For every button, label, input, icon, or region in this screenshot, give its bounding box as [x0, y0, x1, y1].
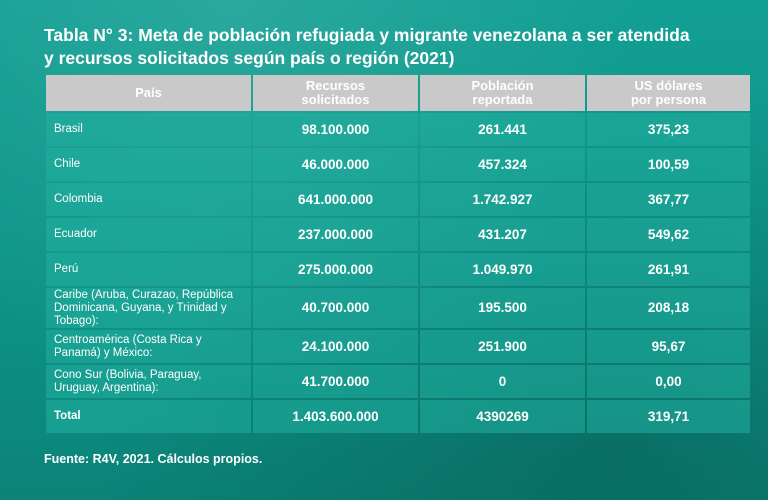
header-recursos-line-1: Recursos: [305, 78, 366, 93]
table-row: Chile 46.000.000 457.324 100,59: [46, 148, 750, 181]
cell-usd: 549,62: [587, 218, 750, 251]
cell-recursos: 40.700.000: [253, 288, 418, 328]
cell-pais: Cono Sur (Bolivia, Paraguay, Uruguay, Ar…: [46, 365, 251, 398]
cell-pais: Total: [46, 400, 251, 433]
header-usd: US dólares por persona: [587, 75, 750, 111]
table-row-total: Total 1.403.600.000 4390269 319,71: [46, 400, 750, 433]
cell-recursos: 24.100.000: [253, 330, 418, 363]
table-title-line-1: Tabla N° 3: Meta de población refugiada …: [44, 25, 690, 45]
cell-usd: 261,91: [587, 253, 750, 286]
table-title-line-2: y recursos solicitados según país o regi…: [44, 48, 455, 68]
cell-pais: Chile: [46, 148, 251, 181]
cell-poblacion: 0: [420, 365, 585, 398]
cell-poblacion: 457.324: [420, 148, 585, 181]
cell-usd: 319,71: [587, 400, 750, 433]
cell-usd: 100,59: [587, 148, 750, 181]
table-title: Tabla N° 3: Meta de población refugiada …: [44, 24, 744, 70]
header-usd-line-2: por persona: [630, 92, 707, 107]
cell-recursos: 41.700.000: [253, 365, 418, 398]
cell-recursos: 46.000.000: [253, 148, 418, 181]
cell-poblacion: 431.207: [420, 218, 585, 251]
header-recursos-line-2: solicitados: [301, 92, 370, 107]
cell-usd: 367,77: [587, 183, 750, 216]
header-poblacion-line-2: reportada: [472, 92, 533, 107]
header-pais: País: [46, 75, 251, 111]
cell-poblacion: 1.049.970: [420, 253, 585, 286]
cell-usd: 95,67: [587, 330, 750, 363]
data-table: País Recursos solicitados Población report…: [44, 73, 752, 435]
cell-recursos: 98.100.000: [253, 113, 418, 146]
header-recursos: Recursos solicitados: [253, 75, 418, 111]
cell-usd: 375,23: [587, 113, 750, 146]
cell-usd: 208,18: [587, 288, 750, 328]
table-row: Cono Sur (Bolivia, Paraguay, Uruguay, Ar…: [46, 365, 750, 398]
cell-pais: Perú: [46, 253, 251, 286]
cell-recursos: 237.000.000: [253, 218, 418, 251]
header-usd-line-1: US dólares: [634, 78, 703, 93]
cell-pais: Caribe (Aruba, Curazao, República Domini…: [46, 288, 251, 328]
header-poblacion-line-1: Población: [471, 78, 534, 93]
cell-pais: Centroamérica (Costa Rica y Panamá) y Mé…: [46, 330, 251, 363]
table-row: Brasil 98.100.000 261.441 375,23: [46, 113, 750, 146]
table-row: Perú 275.000.000 1.049.970 261,91: [46, 253, 750, 286]
cell-recursos: 641.000.000: [253, 183, 418, 216]
cell-recursos: 275.000.000: [253, 253, 418, 286]
cell-usd: 0,00: [587, 365, 750, 398]
source-note: Fuente: R4V, 2021. Cálculos propios.: [44, 452, 263, 466]
cell-pais: Ecuador: [46, 218, 251, 251]
table-row: Caribe (Aruba, Curazao, República Domini…: [46, 288, 750, 328]
table-header-row: País Recursos solicitados Población report…: [46, 75, 750, 111]
cell-poblacion: 261.441: [420, 113, 585, 146]
table-row: Centroamérica (Costa Rica y Panamá) y Mé…: [46, 330, 750, 363]
cell-pais: Brasil: [46, 113, 251, 146]
cell-poblacion: 1.742.927: [420, 183, 585, 216]
header-poblacion: Población reportada: [420, 75, 585, 111]
cell-poblacion: 4390269: [420, 400, 585, 433]
cell-poblacion: 195.500: [420, 288, 585, 328]
cell-poblacion: 251.900: [420, 330, 585, 363]
cell-recursos: 1.403.600.000: [253, 400, 418, 433]
table-row: Colombia 641.000.000 1.742.927 367,77: [46, 183, 750, 216]
header-pais-label: País: [135, 85, 162, 100]
table-row: Ecuador 237.000.000 431.207 549,62: [46, 218, 750, 251]
cell-pais: Colombia: [46, 183, 251, 216]
